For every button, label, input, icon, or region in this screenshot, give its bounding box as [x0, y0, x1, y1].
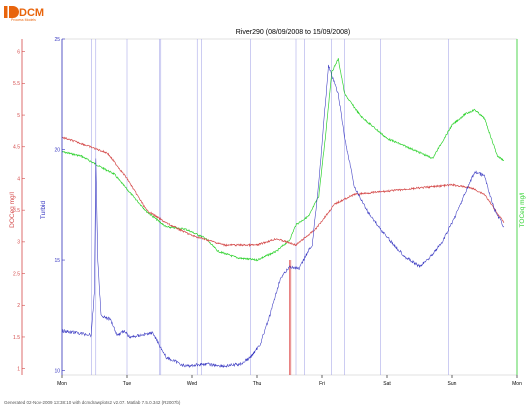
x-tick-label: Mon	[57, 381, 67, 387]
logo-text: DCM	[19, 7, 44, 19]
generated-footer: Generated 02-Nov-2009 13:38:10 with dcmd…	[4, 400, 181, 405]
doc-tick-label: 5	[17, 113, 20, 119]
doc-tick-label: 1.5	[13, 335, 20, 341]
doc-tick-label: 3.5	[13, 208, 20, 214]
x-tick-label: Fri	[319, 381, 325, 387]
x-tick-label: Wed	[187, 381, 197, 387]
x-tick-label: Thu	[253, 381, 262, 387]
turbid-tick-label: 10	[54, 368, 60, 374]
doc-tick-label: 5.5	[13, 81, 20, 87]
doc-tick-label: 4	[17, 176, 20, 182]
series-line-1	[61, 64, 505, 369]
doc-tick-label: 2.5	[13, 271, 20, 277]
toc-axis-label: TOCeq mg/l	[519, 192, 526, 227]
logo-d-icon	[9, 6, 19, 18]
logo-bar-icon	[4, 6, 8, 18]
x-tick-label: Sat	[383, 381, 391, 387]
doc-tick-label: 1	[17, 366, 20, 372]
axes: 1 1.5 2 2.5 3 3.5 4 4.5 5 5.5 6 10 15 20 25 Mon Tue Wed Th…	[13, 37, 522, 387]
x-tick-label: Tue	[123, 381, 132, 387]
series-line-0	[61, 136, 505, 248]
logo-subtitle: Process Models	[11, 18, 36, 22]
doc-tick-label: 4.5	[13, 145, 20, 151]
doc-tick-label: 2	[17, 303, 20, 309]
doc-tick-label: 3	[17, 240, 20, 246]
turbid-tick-label: 15	[54, 258, 60, 264]
turbid-tick-label: 20	[54, 147, 60, 153]
x-tick-label: Mon	[512, 381, 522, 387]
series-line-2	[61, 58, 505, 262]
x-tick-label: Sun	[448, 381, 457, 387]
chart-title: River290 (08/09/2008 to 15/09/2008)	[236, 29, 350, 36]
dcm-logo: DCM Process Models	[4, 6, 44, 22]
doc-axis-label: DOCeq mg/l	[9, 192, 16, 228]
series-layer	[61, 58, 505, 369]
turbid-axis-label: Turbid	[40, 201, 47, 220]
doc-tick-label: 6	[17, 49, 20, 55]
turbid-tick-label: 25	[54, 37, 60, 43]
